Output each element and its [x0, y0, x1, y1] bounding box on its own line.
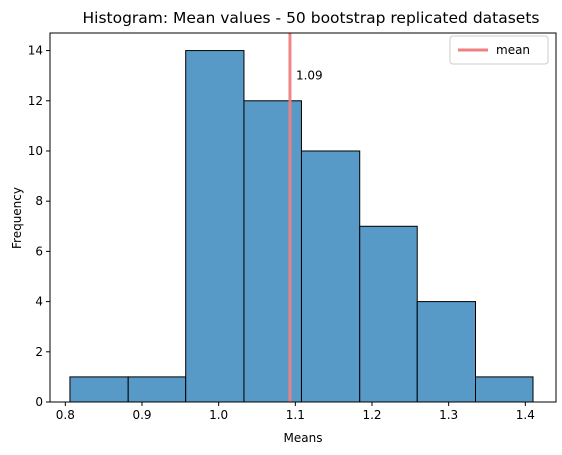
- histogram-bar: [416, 301, 477, 403]
- histogram-bar: [243, 100, 302, 403]
- x-tick-label: 0.8: [56, 408, 75, 422]
- y-tick-label: 12: [28, 94, 43, 108]
- y-tick-label: 14: [28, 44, 43, 58]
- x-axis-label: Means: [284, 431, 323, 445]
- y-axis-label: Frequency: [10, 187, 24, 249]
- histogram-bar: [127, 376, 187, 403]
- x-tick-label: 1.0: [209, 408, 228, 422]
- mean-value-annotation: 1.09: [296, 69, 323, 83]
- mean-group: 1.09: [288, 33, 323, 402]
- histogram-bar: [300, 150, 361, 403]
- x-tick-label: 0.9: [132, 408, 151, 422]
- y-tick-label: 10: [28, 144, 43, 158]
- y-tick-label: 6: [35, 244, 43, 258]
- x-axis-ticks: 0.8 0.9 1.0 1.1 1.2 1.3 1.4: [56, 402, 535, 422]
- x-tick-label: 1.4: [516, 408, 535, 422]
- plot-frame: [49, 32, 557, 403]
- x-tick-label: 1.3: [439, 408, 458, 422]
- y-tick-label: 2: [35, 345, 43, 359]
- legend: mean: [449, 35, 549, 65]
- chart-title: Histogram: Mean values - 50 bootstrap re…: [83, 9, 540, 27]
- y-axis-ticks: 0 2 4 6 8 10 12 14: [28, 44, 50, 409]
- legend-label-mean: mean: [496, 43, 530, 57]
- histogram-bar: [475, 376, 534, 403]
- x-tick-label: 1.2: [362, 408, 381, 422]
- y-tick-label: 0: [35, 395, 43, 409]
- y-tick-label: 4: [35, 295, 43, 309]
- histogram-bar: [69, 376, 129, 403]
- bars-group: [69, 50, 534, 403]
- y-tick-label: 8: [35, 194, 43, 208]
- legend-box: [449, 35, 549, 65]
- x-tick-label: 1.1: [286, 408, 305, 422]
- histogram-bar: [359, 225, 418, 403]
- histogram-bar: [185, 50, 245, 403]
